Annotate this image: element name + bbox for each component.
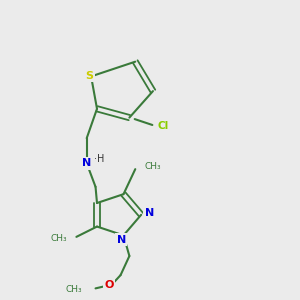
Text: Cl: Cl	[158, 122, 169, 131]
Text: S: S	[85, 71, 94, 81]
Text: CH₃: CH₃	[145, 162, 161, 171]
Text: CH₃: CH₃	[51, 234, 68, 243]
Text: O: O	[104, 280, 113, 290]
Text: CH₃: CH₃	[65, 285, 82, 294]
Text: ·H: ·H	[94, 154, 104, 164]
Text: N: N	[116, 235, 126, 245]
Text: N: N	[82, 158, 91, 168]
Text: N: N	[145, 208, 154, 218]
